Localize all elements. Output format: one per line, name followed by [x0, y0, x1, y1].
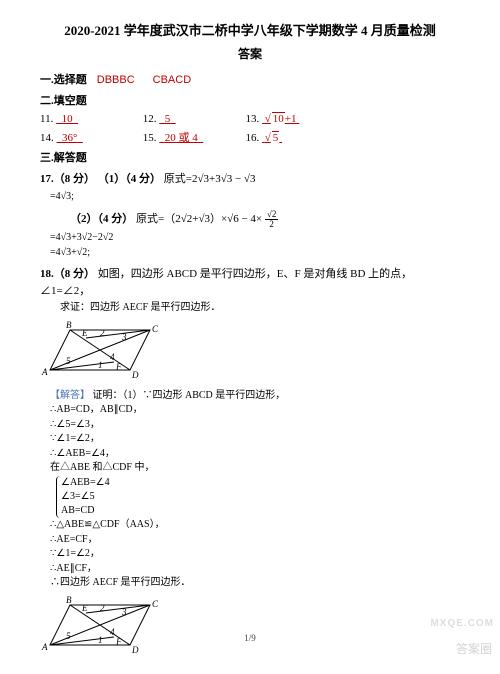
fill-row-2: 14. 36° 15. 20 或 4 16. 5 — [40, 129, 460, 145]
watermark-url: MXQE.COM — [430, 618, 494, 629]
svg-text:D: D — [131, 370, 139, 380]
fill-12-num: 12. — [143, 113, 157, 125]
q17-p2: （2）（4 分） 原式=（2√2+√3）×√6 − 4× √2 2 — [70, 210, 460, 229]
svg-text:C: C — [152, 324, 159, 334]
mc-row: 一.选择题 DBBBC CBACD — [40, 70, 460, 88]
svg-text:E: E — [81, 603, 88, 613]
q17: 17.（8 分） （1）（4 分） 原式=2√3+3√3 − √3 — [40, 171, 460, 188]
fill-16: 16. 5 — [246, 131, 356, 144]
q18-p2: ∴∠5=∠3， — [50, 418, 460, 433]
fill-15-ans: 20 或 4 — [159, 132, 203, 144]
mc-answers-1: DBBBC — [97, 74, 135, 86]
svg-text:3: 3 — [121, 332, 127, 342]
fill-14-num: 14. — [40, 132, 54, 144]
svg-text:F: F — [115, 362, 122, 372]
page-subtitle: 答案 — [40, 45, 460, 62]
fill-14: 14. 36° — [40, 132, 140, 144]
svg-text:B: B — [66, 320, 72, 330]
svg-text:4: 4 — [110, 352, 115, 362]
q18-brace: ∠AEB=∠4 ∠3=∠5 AB=CD — [50, 476, 460, 519]
fill-16-ans: 5 — [262, 132, 282, 144]
q17-p2-frac: √2 2 — [265, 210, 278, 229]
q18-diagram-1: A B C D E F 1 2 3 4 5 — [40, 320, 460, 385]
fill-15-num: 15. — [143, 132, 157, 144]
svg-text:B: B — [66, 595, 72, 605]
fill-11-num: 11. — [40, 113, 53, 125]
svg-text:1: 1 — [98, 360, 103, 370]
q17-p2-label: （2）（4 分） — [70, 213, 133, 225]
svg-text:2: 2 — [100, 328, 105, 338]
q18-p0: 证明：（1）∵四边形 ABCD 是平行四边形， — [93, 390, 286, 401]
fill-12-ans: 5 — [159, 113, 176, 125]
svg-text:C: C — [152, 599, 159, 609]
q17-p2-l2: =4√3+3√2−2√2 — [50, 231, 460, 246]
q18-p9: ∴AE∥CF， — [50, 562, 460, 577]
q18-p3: ∵∠1=∠2， — [50, 432, 460, 447]
q17-p2-l3: =4√3+√2; — [50, 246, 460, 261]
fill-13-num: 13. — [246, 113, 260, 125]
fill-14-ans: 36° — [57, 132, 83, 144]
q18-diagram-2: A B C D E F 1 2 3 4 5 — [40, 595, 460, 660]
fill-13: 13. 10+1 — [246, 112, 356, 125]
q18-stmt2: 求证：四边形 AECF 是平行四边形． — [60, 301, 460, 316]
q18-proof-start: 【解答】 证明：（1）∵四边形 ABCD 是平行四边形， — [50, 389, 460, 404]
q18-stmt1: 如图，四边形 ABCD 是平行四边形，E、F 是对角线 BD 上的点，∠1=∠2… — [40, 268, 412, 297]
fill-11-ans: 10 — [56, 113, 78, 125]
q18-label: 18.（8 分） — [40, 268, 95, 280]
svg-text:D: D — [131, 645, 139, 655]
svg-text:E: E — [81, 328, 88, 338]
svg-text:2: 2 — [100, 603, 105, 613]
q18: 18.（8 分） 如图，四边形 ABCD 是平行四边形，E、F 是对角线 BD … — [40, 266, 460, 299]
q18-p5: 在△ABE 和△CDF 中， — [50, 461, 460, 476]
fill-11: 11. 10 — [40, 113, 140, 125]
q18-p8: ∵∠1=∠2， — [50, 547, 460, 562]
q17-p1-res: =4√3; — [50, 190, 460, 205]
q18-p1: ∴AB=CD，AB∥CD， — [50, 403, 460, 418]
q17-p1-label: （1）（4 分） — [98, 173, 161, 185]
q17-p1-text: 原式=2√3+3√3 − √3 — [164, 173, 256, 185]
proof-label: 【解答】 — [50, 390, 90, 401]
mc-answers-2: CBACD — [153, 74, 192, 86]
q18-p4: ∴∠AEB=∠4， — [50, 447, 460, 462]
page-title: 2020-2021 学年度武汉市二桥中学八年级下学期数学 4 月质量检测 — [40, 20, 460, 39]
q17-label: 17.（8 分） — [40, 173, 95, 185]
q18-p6: ∴△ABE≌△CDF（AAS）， — [50, 518, 460, 533]
fill-row-1: 11. 10 12. 5 13. 10+1 — [40, 112, 460, 125]
fill-12: 12. 5 — [143, 113, 243, 125]
svg-text:A: A — [41, 642, 48, 652]
svg-text:5: 5 — [66, 356, 71, 366]
fill-16-num: 16. — [246, 132, 260, 144]
page-number: 1/9 — [0, 633, 500, 643]
q17-p2a: 原式=（2√2+√3）×√6 − 4× — [136, 213, 262, 225]
solve-heading: 三.解答题 — [40, 149, 460, 165]
mc-heading: 一.选择题 — [40, 74, 87, 86]
svg-text:3: 3 — [121, 607, 127, 617]
fill-13-ans: 10+1 — [262, 113, 299, 125]
fill-15: 15. 20 或 4 — [143, 129, 243, 145]
fill-heading: 二.填空题 — [40, 92, 460, 108]
q18-p7: ∴AE=CF， — [50, 533, 460, 548]
svg-text:A: A — [41, 367, 48, 377]
q18-p10: ∴四边形 AECF 是平行四边形． — [50, 576, 460, 591]
watermark-name: 答案圈 — [456, 640, 492, 657]
